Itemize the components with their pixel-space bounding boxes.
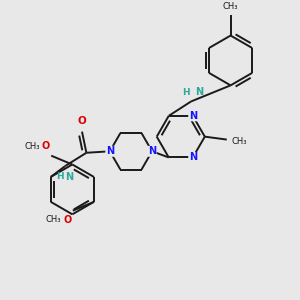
Text: N: N	[65, 172, 73, 182]
Text: N: N	[195, 87, 204, 97]
Text: N: N	[189, 152, 197, 163]
Text: N: N	[148, 146, 156, 156]
Text: O: O	[78, 116, 86, 126]
Text: CH₃: CH₃	[231, 136, 247, 146]
Text: O: O	[41, 141, 50, 151]
Text: N: N	[106, 146, 114, 156]
Text: N: N	[189, 111, 197, 121]
Text: H: H	[182, 88, 190, 97]
Text: H: H	[56, 172, 64, 181]
Text: CH₃: CH₃	[223, 2, 238, 10]
Text: CH₃: CH₃	[24, 142, 40, 151]
Text: O: O	[63, 215, 71, 225]
Text: CH₃: CH₃	[46, 215, 61, 224]
